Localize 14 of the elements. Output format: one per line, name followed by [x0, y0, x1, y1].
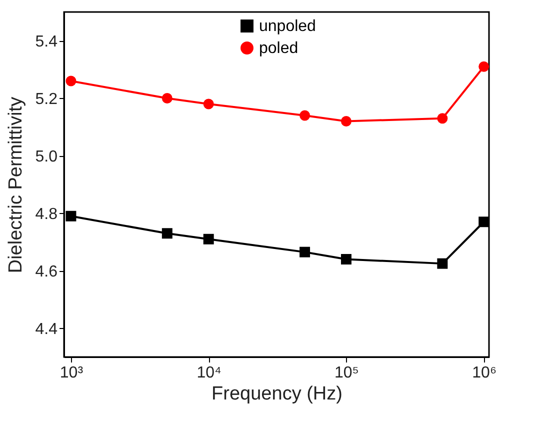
- y-tick-label: 5.4: [35, 33, 58, 50]
- legend-label: unpoled: [259, 18, 316, 35]
- legend-label: poled: [259, 40, 298, 57]
- x-tick-label: 10⁶: [472, 364, 497, 382]
- x-axis-title: Frequency (Hz): [212, 384, 342, 404]
- x-tick-label: 10⁴: [196, 364, 222, 382]
- y-axis-title: Dielectric Permittivity: [5, 96, 26, 274]
- y-tick-label: 4.6: [35, 263, 58, 280]
- y-tick-label: 4.8: [35, 206, 58, 223]
- y-tick-label: 5.0: [35, 148, 58, 166]
- y-tick-label: 5.2: [35, 90, 58, 108]
- x-tick-label: 10³: [60, 364, 84, 382]
- y-tick-label: 4.4: [35, 320, 58, 338]
- x-tick-label: 10⁵: [334, 364, 359, 382]
